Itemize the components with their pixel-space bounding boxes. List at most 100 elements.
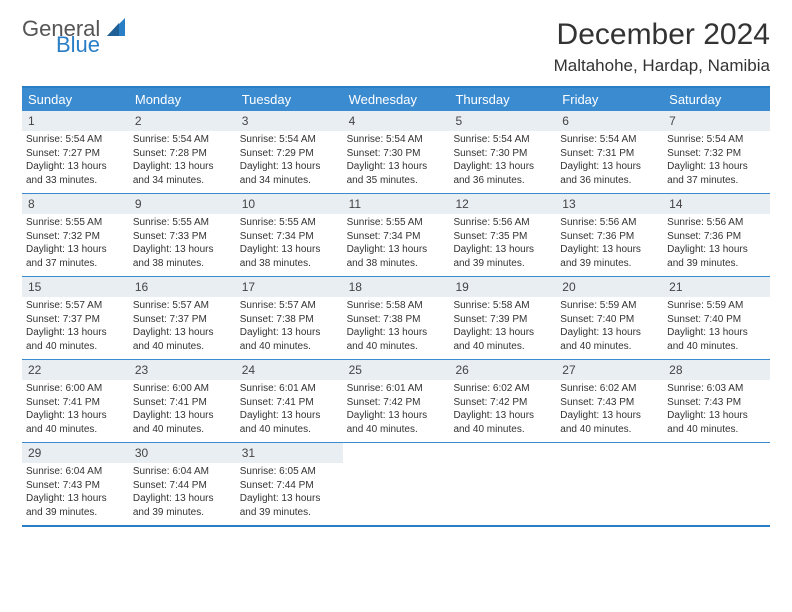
day-detail-line: and 39 minutes. xyxy=(240,506,339,520)
day-detail-line: Sunrise: 6:01 AM xyxy=(347,382,446,396)
day-number: 20 xyxy=(556,277,663,297)
day-cell: 23Sunrise: 6:00 AMSunset: 7:41 PMDayligh… xyxy=(129,360,236,442)
day-cell xyxy=(556,443,663,525)
day-detail-line: Daylight: 13 hours xyxy=(26,160,125,174)
day-detail-line: and 38 minutes. xyxy=(240,257,339,271)
day-detail-line: Daylight: 13 hours xyxy=(26,409,125,423)
day-body: Sunrise: 5:54 AMSunset: 7:27 PMDaylight:… xyxy=(22,131,129,191)
day-detail-line: Daylight: 13 hours xyxy=(133,492,232,506)
day-detail-line: Sunrise: 5:54 AM xyxy=(26,133,125,147)
day-detail-line: Daylight: 13 hours xyxy=(453,326,552,340)
day-detail-line: Daylight: 13 hours xyxy=(26,326,125,340)
day-number: 21 xyxy=(663,277,770,297)
week-row: 15Sunrise: 5:57 AMSunset: 7:37 PMDayligh… xyxy=(22,276,770,359)
day-detail-line: Sunrise: 6:05 AM xyxy=(240,465,339,479)
day-detail-line: Daylight: 13 hours xyxy=(560,409,659,423)
day-body: Sunrise: 5:59 AMSunset: 7:40 PMDaylight:… xyxy=(556,297,663,357)
day-detail-line: Sunset: 7:37 PM xyxy=(133,313,232,327)
day-detail-line: Sunrise: 5:54 AM xyxy=(560,133,659,147)
day-detail-line: Daylight: 13 hours xyxy=(560,326,659,340)
day-number: 19 xyxy=(449,277,556,297)
day-body: Sunrise: 5:55 AMSunset: 7:34 PMDaylight:… xyxy=(343,214,450,274)
day-detail-line: Sunrise: 5:59 AM xyxy=(560,299,659,313)
day-detail-line: Sunset: 7:42 PM xyxy=(347,396,446,410)
day-detail-line: and 40 minutes. xyxy=(347,423,446,437)
day-detail-line: Sunset: 7:34 PM xyxy=(347,230,446,244)
day-detail-line: Sunset: 7:32 PM xyxy=(667,147,766,161)
day-number: 22 xyxy=(22,360,129,380)
day-detail-line: and 36 minutes. xyxy=(560,174,659,188)
day-detail-line: and 40 minutes. xyxy=(453,340,552,354)
day-number: 7 xyxy=(663,111,770,131)
day-cell: 28Sunrise: 6:03 AMSunset: 7:43 PMDayligh… xyxy=(663,360,770,442)
day-number: 8 xyxy=(22,194,129,214)
day-detail-line: Daylight: 13 hours xyxy=(453,243,552,257)
day-detail-line: Daylight: 13 hours xyxy=(453,160,552,174)
day-detail-line: and 35 minutes. xyxy=(347,174,446,188)
day-detail-line: Sunset: 7:36 PM xyxy=(560,230,659,244)
day-number: 23 xyxy=(129,360,236,380)
logo-text-blue: Blue xyxy=(56,34,129,56)
week-row: 22Sunrise: 6:00 AMSunset: 7:41 PMDayligh… xyxy=(22,359,770,442)
day-detail-line: Sunrise: 6:03 AM xyxy=(667,382,766,396)
logo: General Blue xyxy=(22,18,129,56)
day-cell: 6Sunrise: 5:54 AMSunset: 7:31 PMDaylight… xyxy=(556,111,663,193)
day-detail-line: Sunrise: 5:57 AM xyxy=(26,299,125,313)
day-detail-line: Sunset: 7:35 PM xyxy=(453,230,552,244)
day-detail-line: Daylight: 13 hours xyxy=(347,243,446,257)
day-number: 5 xyxy=(449,111,556,131)
day-cell: 14Sunrise: 5:56 AMSunset: 7:36 PMDayligh… xyxy=(663,194,770,276)
day-cell: 24Sunrise: 6:01 AMSunset: 7:41 PMDayligh… xyxy=(236,360,343,442)
day-detail-line: Daylight: 13 hours xyxy=(667,160,766,174)
day-cell: 15Sunrise: 5:57 AMSunset: 7:37 PMDayligh… xyxy=(22,277,129,359)
day-cell: 10Sunrise: 5:55 AMSunset: 7:34 PMDayligh… xyxy=(236,194,343,276)
day-body: Sunrise: 6:01 AMSunset: 7:41 PMDaylight:… xyxy=(236,380,343,440)
day-detail-line: and 40 minutes. xyxy=(26,340,125,354)
day-body: Sunrise: 6:02 AMSunset: 7:42 PMDaylight:… xyxy=(449,380,556,440)
day-body: Sunrise: 5:57 AMSunset: 7:38 PMDaylight:… xyxy=(236,297,343,357)
day-detail-line: Sunrise: 5:55 AM xyxy=(347,216,446,230)
day-detail-line: Sunset: 7:37 PM xyxy=(26,313,125,327)
day-number: 28 xyxy=(663,360,770,380)
day-detail-line: Daylight: 13 hours xyxy=(133,326,232,340)
day-detail-line: Daylight: 13 hours xyxy=(560,160,659,174)
day-body: Sunrise: 5:54 AMSunset: 7:29 PMDaylight:… xyxy=(236,131,343,191)
day-detail-line: Sunrise: 5:54 AM xyxy=(453,133,552,147)
day-detail-line: Sunrise: 5:59 AM xyxy=(667,299,766,313)
day-detail-line: Sunset: 7:28 PM xyxy=(133,147,232,161)
day-detail-line: and 39 minutes. xyxy=(133,506,232,520)
day-detail-line: Daylight: 13 hours xyxy=(453,409,552,423)
day-detail-line: Daylight: 13 hours xyxy=(347,326,446,340)
day-detail-line: Sunset: 7:43 PM xyxy=(560,396,659,410)
day-number: 18 xyxy=(343,277,450,297)
day-detail-line: Daylight: 13 hours xyxy=(240,409,339,423)
day-detail-line: Daylight: 13 hours xyxy=(240,243,339,257)
day-detail-line: and 39 minutes. xyxy=(26,506,125,520)
day-detail-line: Sunrise: 5:56 AM xyxy=(453,216,552,230)
day-detail-line: Sunrise: 6:00 AM xyxy=(133,382,232,396)
weekday-header: Sunday xyxy=(22,88,129,111)
day-cell: 30Sunrise: 6:04 AMSunset: 7:44 PMDayligh… xyxy=(129,443,236,525)
day-detail-line: Daylight: 13 hours xyxy=(667,326,766,340)
day-detail-line: Sunrise: 5:58 AM xyxy=(347,299,446,313)
weekday-header: Friday xyxy=(556,88,663,111)
day-number: 31 xyxy=(236,443,343,463)
day-body: Sunrise: 6:04 AMSunset: 7:43 PMDaylight:… xyxy=(22,463,129,523)
day-number: 26 xyxy=(449,360,556,380)
day-detail-line: Daylight: 13 hours xyxy=(240,492,339,506)
day-cell: 5Sunrise: 5:54 AMSunset: 7:30 PMDaylight… xyxy=(449,111,556,193)
day-detail-line: Sunrise: 5:57 AM xyxy=(133,299,232,313)
day-cell: 26Sunrise: 6:02 AMSunset: 7:42 PMDayligh… xyxy=(449,360,556,442)
day-detail-line: Sunset: 7:44 PM xyxy=(240,479,339,493)
day-body: Sunrise: 5:58 AMSunset: 7:39 PMDaylight:… xyxy=(449,297,556,357)
day-number: 3 xyxy=(236,111,343,131)
day-detail-line: Sunset: 7:44 PM xyxy=(133,479,232,493)
day-detail-line: Sunrise: 5:54 AM xyxy=(347,133,446,147)
weekday-header: Saturday xyxy=(663,88,770,111)
location-label: Maltahohe, Hardap, Namibia xyxy=(554,56,770,76)
day-cell: 25Sunrise: 6:01 AMSunset: 7:42 PMDayligh… xyxy=(343,360,450,442)
week-row: 29Sunrise: 6:04 AMSunset: 7:43 PMDayligh… xyxy=(22,442,770,525)
day-number: 6 xyxy=(556,111,663,131)
day-detail-line: Sunset: 7:42 PM xyxy=(453,396,552,410)
day-body: Sunrise: 5:55 AMSunset: 7:32 PMDaylight:… xyxy=(22,214,129,274)
